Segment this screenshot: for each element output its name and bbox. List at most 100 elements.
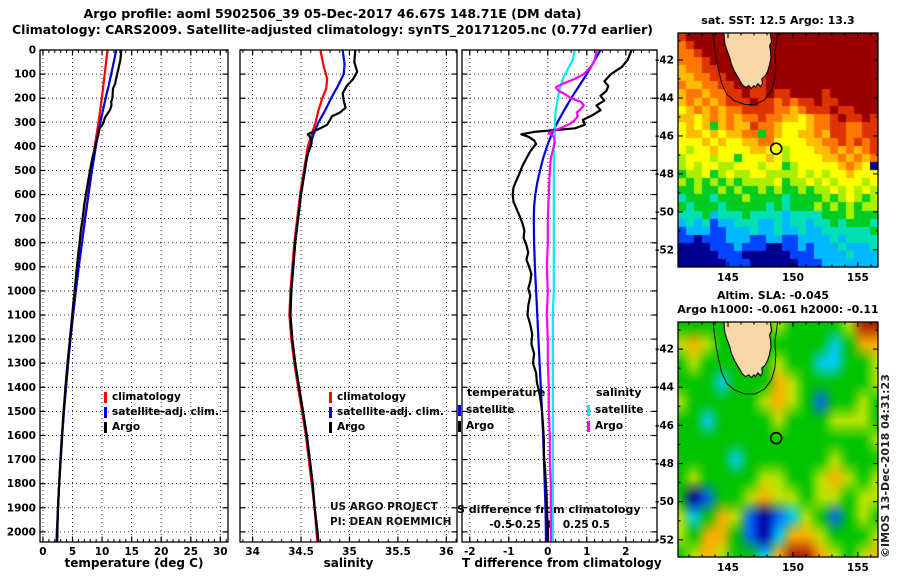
svg-text:0.25: 0.25 [563, 519, 589, 531]
temperature_profile-panel: 0 5 10 15 20 25 300100200300400500600700800900… [7, 45, 229, 558]
svg-text:100: 100 [14, 69, 36, 81]
salinity-axis-label: salinity [323, 556, 374, 570]
salinity-legend-item-2-label: Argo [337, 420, 366, 433]
svg-text:-46: -46 [655, 130, 674, 142]
svg-text:1200: 1200 [7, 334, 36, 346]
sla-map-title-line2: Argo h1000: -0.061 h2000: -0.11 [677, 303, 879, 316]
svg-text:-52: -52 [655, 534, 674, 546]
difference_profile-series-s-satellite [551, 50, 576, 542]
svg-text:-48: -48 [655, 168, 674, 180]
svg-text:1600: 1600 [7, 430, 36, 442]
salinity-legend-item-0-marker [329, 391, 332, 403]
svg-text:0: 0 [29, 45, 36, 57]
svg-text:600: 600 [14, 189, 36, 201]
difference_profile-series-s-argo [545, 50, 598, 542]
svg-text:700: 700 [14, 213, 36, 225]
temperature-legend-item-2-label: Argo [112, 420, 141, 433]
svg-text:1500: 1500 [7, 406, 36, 418]
svg-text:300: 300 [14, 117, 36, 129]
difference-legend-header-salinity: salinity [596, 386, 642, 399]
difference-legend-salinity-item-1-label: Argo [595, 419, 624, 432]
svg-text:200: 200 [14, 93, 36, 105]
svg-text:1800: 1800 [7, 478, 36, 490]
svg-text:-46: -46 [655, 420, 674, 432]
svg-text:-50: -50 [655, 206, 674, 218]
salinity_profile-series-climatology [288, 50, 329, 542]
difference-legend-header-temperature: temperature [467, 386, 546, 399]
temperature-legend-item-1-label: satellite-adj. clim. [112, 405, 219, 418]
svg-text:0: 0 [547, 519, 554, 531]
difference-legend-temperature-item-0-marker [458, 404, 461, 416]
difference-legend-salinity-item-0-marker [587, 404, 590, 416]
temperature-legend-item-1: satellite-adj. clim. [104, 406, 219, 418]
t-difference-axis-label: T difference from climatology [462, 556, 662, 570]
salinity-legend-item-0-label: climatology [337, 390, 406, 403]
difference-legend-temperature-item-0-label: satellite [466, 403, 515, 416]
svg-text:1700: 1700 [7, 454, 36, 466]
svg-text:-44: -44 [655, 92, 674, 104]
svg-text:145: 145 [717, 562, 739, 574]
temperature-legend-item-0: climatology [104, 391, 181, 403]
svg-text:1400: 1400 [7, 382, 36, 394]
svg-text:155: 155 [847, 272, 869, 284]
difference_profile-series-t-argo [511, 50, 633, 542]
temperature-legend-item-1-marker [104, 406, 107, 418]
difference-legend-salinity-item-0-label: satellite [595, 403, 644, 416]
temperature-legend-item-0-marker [104, 391, 107, 403]
svg-text:-50: -50 [655, 496, 674, 508]
sla_map-canvas [678, 322, 878, 557]
project-annotation-line1: US ARGO PROJECT [330, 501, 438, 513]
svg-text:1300: 1300 [7, 358, 36, 370]
salinity-legend-item-1-marker [329, 406, 332, 418]
figure-title-line1: Argo profile: aoml 5902506_39 05-Dec-201… [83, 6, 582, 21]
difference-legend-temperature-item-1-marker [458, 420, 461, 432]
salinity-legend-item-0: climatology [329, 391, 406, 403]
salinity-legend-item-1-label: satellite-adj. clim. [337, 405, 444, 418]
svg-text:-48: -48 [655, 458, 674, 470]
svg-text:1100: 1100 [7, 310, 36, 322]
temperature-legend-item-2: Argo [104, 421, 140, 433]
svg-text:-52: -52 [655, 244, 674, 256]
temperature_profile-series-satellite-adj-clim- [55, 50, 118, 542]
temperature-axis-label: temperature (deg C) [64, 556, 204, 570]
svg-text:500: 500 [14, 165, 36, 177]
difference-legend-salinity-item-1-marker [587, 420, 590, 432]
sst_map-canvas [678, 33, 878, 267]
difference-legend-temperature-item-1-label: Argo [466, 419, 495, 432]
svg-text:0.5: 0.5 [591, 519, 610, 531]
project-annotation-line2: PI: DEAN ROEMMICH [330, 516, 452, 528]
svg-text:-0.5: -0.5 [489, 519, 512, 531]
figure-title-line2: Climatology: CARS2009. Satellite-adjuste… [11, 22, 654, 37]
temperature-legend-item-2-marker [104, 421, 107, 433]
temperature-legend-item-0-label: climatology [112, 390, 181, 403]
difference-legend-temperature-item-1: Argo [458, 420, 494, 432]
svg-text:900: 900 [14, 261, 36, 273]
difference-legend-salinity-item-1: Argo [587, 420, 623, 432]
svg-text:2000: 2000 [7, 526, 36, 538]
sst-map-title: sat. SST: 12.5 Argo: 13.3 [701, 14, 855, 27]
svg-text:S difference from climatology: S difference from climatology [457, 503, 641, 516]
difference-legend-temperature-item-0: satellite [458, 404, 514, 416]
salinity-legend-item-2: Argo [329, 421, 365, 433]
difference_profile-series-t-satellite [532, 50, 602, 542]
svg-text:145: 145 [717, 272, 739, 284]
svg-text:800: 800 [14, 237, 36, 249]
svg-text:150: 150 [782, 272, 804, 284]
svg-text:1900: 1900 [7, 502, 36, 514]
svg-text:400: 400 [14, 141, 36, 153]
svg-text:-0.25: -0.25 [511, 519, 541, 531]
salinity_profile-panel: 34 34.5 35 35.5 36 [239, 49, 458, 558]
svg-text:-44: -44 [655, 382, 674, 394]
difference_profile-panel: -2 -1 0 1 2S difference from climatology-0.5… [457, 49, 658, 558]
svg-text:150: 150 [782, 562, 804, 574]
svg-text:1000: 1000 [7, 285, 36, 297]
temperature_profile-series-climatology [55, 50, 109, 542]
temperature_profile-series-argo [56, 50, 123, 542]
sla-map-title-line1: Altim. SLA: -0.045 [716, 289, 830, 302]
svg-text:-42: -42 [655, 344, 674, 356]
salinity-legend-item-1: satellite-adj. clim. [329, 406, 444, 418]
salinity-legend-item-2-marker [329, 421, 332, 433]
imos-credit-text: ©IMOS 13-Dec-2018 04:31:23 [879, 374, 892, 558]
salinity_profile-series-satellite-adj-clim- [289, 50, 346, 542]
